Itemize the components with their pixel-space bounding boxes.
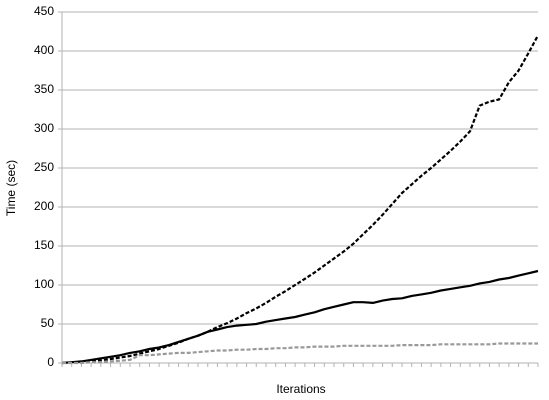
y-tick-label: 250: [34, 160, 54, 174]
y-tick-label: 200: [34, 199, 54, 213]
y-tick-label: 100: [34, 277, 54, 291]
y-tick-label: 350: [34, 82, 54, 96]
series-line: [62, 342, 538, 365]
y-tick-label: 0: [47, 355, 54, 369]
y-tick-label: 400: [34, 43, 54, 57]
y-tick-label: 450: [34, 4, 54, 18]
series-line: [61, 34, 539, 365]
y-tick-label: 150: [34, 238, 54, 252]
y-tick-label: 50: [41, 316, 55, 330]
y-tick-label: 300: [34, 121, 54, 135]
x-axis-label: Iterations: [276, 382, 325, 396]
series-line: [61, 269, 539, 365]
y-axis-label: Time (sec): [4, 160, 18, 216]
